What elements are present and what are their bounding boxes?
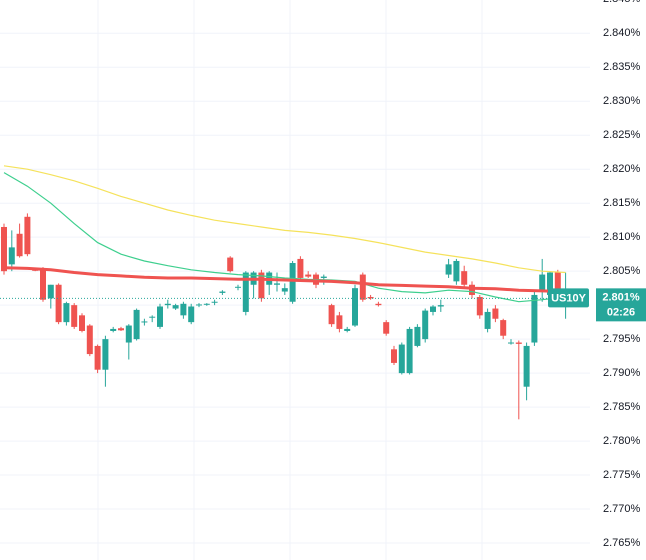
candle-body [141, 321, 148, 323]
price-tag [596, 288, 646, 322]
candle-body [515, 342, 522, 344]
y-tick-label: 2.770% [603, 503, 641, 515]
y-tick-label: 2.815% [603, 197, 641, 209]
candle-body [235, 286, 241, 288]
candle-body [406, 328, 413, 374]
candle-body [539, 274, 546, 292]
candle-body [422, 310, 429, 340]
y-tick-label: 2.765% [603, 537, 641, 549]
y-tick-label: 2.810% [603, 231, 641, 243]
candle-body [94, 345, 101, 370]
candle-body [531, 294, 538, 343]
candle-body [125, 325, 132, 343]
candle-body [320, 276, 327, 278]
candle-body [219, 291, 226, 293]
y-tick-label: 2.780% [603, 435, 641, 447]
candle-body [430, 306, 436, 312]
candle-body [281, 288, 288, 292]
candle-body [297, 258, 304, 278]
candle-body [359, 274, 366, 300]
candle-body [476, 296, 483, 316]
candle-body [437, 305, 444, 307]
candle-body [180, 303, 187, 316]
candle-body [336, 315, 343, 329]
price-label: 2.801% [602, 291, 640, 303]
candle-body [1, 226, 7, 272]
candle-body [375, 303, 382, 306]
moving-average [3, 172, 566, 303]
candle-body [40, 269, 46, 300]
candle-body [8, 247, 15, 265]
candle-body [383, 322, 390, 334]
y-tick-label: 2.830% [603, 95, 641, 107]
candle-body [469, 284, 475, 295]
candle-body [203, 303, 210, 305]
y-tick-label: 2.820% [603, 163, 641, 175]
y-tick-label: 2.805% [603, 265, 641, 277]
candle-body [164, 303, 171, 306]
y-tick-label: 2.785% [603, 401, 641, 413]
candle-body [445, 264, 452, 275]
candle-body [352, 288, 358, 326]
candle-body [305, 274, 312, 277]
candle-body [149, 316, 156, 318]
candle-body [71, 305, 78, 327]
candle-body [258, 272, 265, 299]
y-tick-label: 2.845% [603, 0, 641, 5]
candle-body [391, 349, 397, 363]
countdown-label: 02:26 [607, 306, 635, 318]
candle-body [227, 257, 234, 272]
candle-body [86, 325, 93, 355]
candle-body [461, 271, 468, 285]
y-tick-label: 2.835% [603, 61, 641, 73]
symbol-label: US10Y [551, 292, 587, 304]
candle-body [188, 306, 195, 323]
candle-body [172, 305, 179, 309]
candle-body [398, 344, 405, 374]
candle-body [453, 260, 460, 282]
y-tick-label: 2.775% [603, 469, 641, 481]
y-tick-label: 2.840% [603, 27, 641, 39]
y-tick-label: 2.825% [603, 129, 641, 141]
candle-body [328, 305, 335, 325]
candle-body [133, 309, 140, 340]
candle-body [523, 345, 530, 387]
candle-body [289, 263, 296, 302]
symbol-tag [548, 288, 589, 308]
candle-body [242, 272, 249, 312]
moving-average [3, 266, 566, 294]
candle-body [16, 233, 23, 257]
candle-body [79, 315, 85, 331]
candle-body [500, 320, 507, 336]
candle-body [492, 308, 499, 319]
candle-body [110, 328, 117, 331]
candle-body [508, 342, 514, 344]
candle-body [196, 304, 202, 306]
candle-body [24, 216, 31, 255]
candle-body [547, 272, 553, 295]
candle-body [344, 328, 351, 331]
candle-body [55, 284, 62, 323]
candle-body [157, 306, 163, 327]
candle-body [274, 283, 280, 285]
candle-body [484, 311, 491, 329]
candle-body [211, 301, 218, 303]
candle-body [367, 296, 374, 299]
y-tick-label: 2.795% [603, 333, 641, 345]
candle-body [414, 326, 421, 346]
candle-body [47, 284, 54, 299]
candle-body [102, 339, 109, 370]
candle-body [118, 328, 124, 331]
moving-average [3, 165, 566, 274]
candle-body [554, 272, 561, 295]
candle-body [63, 303, 70, 323]
y-tick-label: 2.790% [603, 367, 641, 379]
